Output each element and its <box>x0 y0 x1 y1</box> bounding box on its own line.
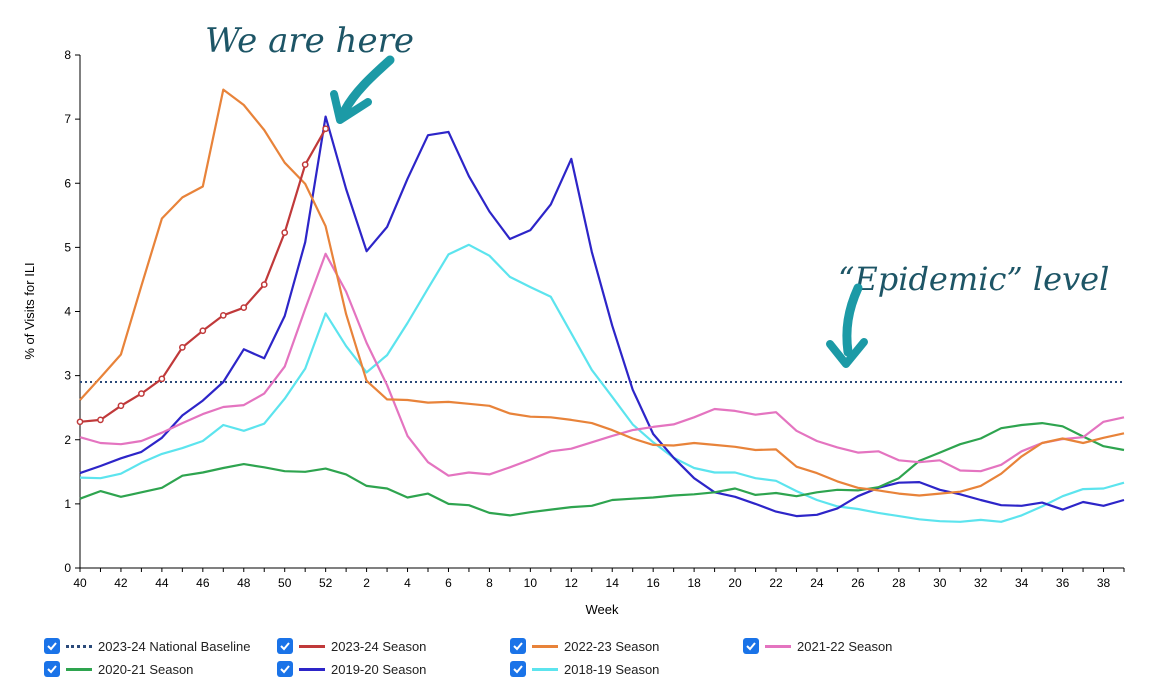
legend-label: 2020-21 Season <box>98 661 194 677</box>
x-tick-label: 44 <box>155 576 169 590</box>
checkbox-icon[interactable] <box>510 638 526 654</box>
x-tick-label: 30 <box>933 576 947 590</box>
y-tick-label: 5 <box>64 240 71 254</box>
y-axis-title: % of Visits for ILI <box>22 262 37 359</box>
annotation-epidemic-level: “Epidemic” level <box>838 260 1109 298</box>
arrowhead-we-are-here-icon <box>330 90 372 124</box>
x-tick-label: 52 <box>319 576 333 590</box>
x-tick-label: 24 <box>810 576 824 590</box>
x-tick-label: 34 <box>1015 576 1029 590</box>
annotation-we-are-here: We are here <box>205 21 414 61</box>
data-point <box>301 161 309 169</box>
y-tick-label: 6 <box>64 176 71 190</box>
x-tick-label: 12 <box>565 576 579 590</box>
y-tick-label: 2 <box>64 433 71 447</box>
x-tick-label: 22 <box>769 576 783 590</box>
data-point <box>322 125 329 133</box>
arrowhead-epidemic-icon <box>826 338 868 368</box>
data-point <box>219 311 227 319</box>
data-point <box>76 418 84 426</box>
x-tick-label: 32 <box>974 576 988 590</box>
x-tick-label: 50 <box>278 576 292 590</box>
x-tick-label: 8 <box>486 576 493 590</box>
legend-swatch <box>66 644 92 648</box>
data-point <box>117 402 125 410</box>
series-line-2022-23-season <box>79 88 1125 497</box>
x-tick-label: 14 <box>606 576 620 590</box>
legend-label: 2023-24 National Baseline <box>98 638 251 654</box>
legend-label: 2018-19 Season <box>564 661 660 677</box>
legend-swatch <box>532 644 558 648</box>
legend-item-2021-22[interactable]: 2021-22 Season <box>743 636 892 656</box>
data-point <box>179 344 186 351</box>
x-tick-label: 4 <box>404 576 411 590</box>
legend-swatch <box>532 667 558 671</box>
y-tick-label: 0 <box>64 561 71 575</box>
x-tick-label: 10 <box>524 576 538 590</box>
legend-item-2019-20[interactable]: 2019-20 Season <box>277 659 426 679</box>
legend-item-2023-24[interactable]: 2023-24 Season <box>277 636 426 656</box>
legend-swatch <box>66 667 92 671</box>
y-tick-label: 7 <box>64 112 71 126</box>
legend-swatch <box>765 644 791 648</box>
arrow-epidemic-icon <box>842 283 863 357</box>
x-tick-label: 2 <box>363 576 370 590</box>
legend-label: 2021-22 Season <box>797 638 893 654</box>
checkbox-icon[interactable] <box>277 661 293 677</box>
data-point <box>158 375 166 383</box>
legend-item-2020-21[interactable]: 2020-21 Season <box>44 659 193 679</box>
checkbox-icon[interactable] <box>44 638 60 654</box>
x-tick-label: 6 <box>445 576 452 590</box>
x-tick-label: 48 <box>237 576 251 590</box>
x-tick-label: 38 <box>1097 576 1111 590</box>
checkbox-icon[interactable] <box>510 661 526 677</box>
x-tick-label: 26 <box>851 576 865 590</box>
legend-label: 2019-20 Season <box>331 661 427 677</box>
y-tick-label: 1 <box>64 497 71 511</box>
x-tick-label: 40 <box>73 576 87 590</box>
legend-item-2018-19[interactable]: 2018-19 Season <box>510 659 659 679</box>
series-line-2018-19-season <box>79 243 1125 523</box>
data-point <box>281 229 289 236</box>
x-tick-label: 36 <box>1056 576 1070 590</box>
x-tick-label: 16 <box>646 576 660 590</box>
legend-swatch <box>299 644 325 648</box>
series-line-2019-20-season <box>79 115 1125 518</box>
checkbox-icon[interactable] <box>743 638 759 654</box>
data-point <box>240 304 248 312</box>
x-tick-label: 20 <box>728 576 742 590</box>
arrow-we-are-here-icon <box>340 55 395 115</box>
legend-item-baseline[interactable]: 2023-24 National Baseline <box>44 636 251 656</box>
x-axis-title: Week <box>586 602 619 617</box>
y-tick-label: 4 <box>64 305 71 319</box>
legend-swatch <box>299 667 325 671</box>
data-point <box>199 327 207 335</box>
x-tick-label: 42 <box>114 576 128 590</box>
y-tick-label: 3 <box>64 369 71 383</box>
legend-item-2022-23[interactable]: 2022-23 Season <box>510 636 659 656</box>
series-line-2023-24-season <box>79 128 327 423</box>
y-tick-label: 8 <box>64 48 71 62</box>
data-point <box>97 416 104 424</box>
x-tick-label: 18 <box>687 576 701 590</box>
checkbox-icon[interactable] <box>277 638 293 654</box>
series-line-2021-22-season <box>79 252 1125 477</box>
data-point <box>260 281 268 288</box>
x-tick-label: 46 <box>196 576 210 590</box>
legend-label: 2022-23 Season <box>564 638 660 654</box>
data-point <box>138 390 145 397</box>
legend-label: 2023-24 Season <box>331 638 427 654</box>
checkbox-icon[interactable] <box>44 661 60 677</box>
x-tick-label: 28 <box>892 576 906 590</box>
legend: 2023-24 National Baseline 2023-24 Season… <box>44 636 1144 682</box>
series-line-2020-21-season <box>79 422 1125 517</box>
